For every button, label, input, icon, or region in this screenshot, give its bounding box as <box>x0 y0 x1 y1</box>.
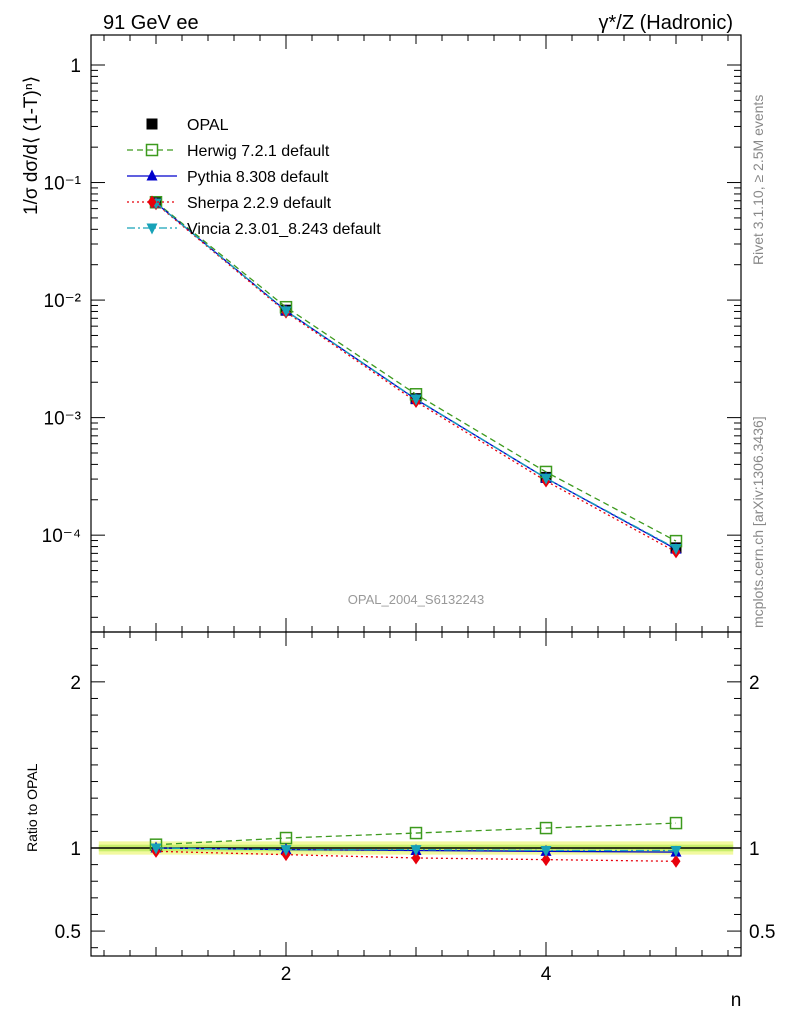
series-line-herwig <box>155 201 677 542</box>
main-ytick-label: 10⁻² <box>44 291 82 312</box>
ratio-frame <box>90 631 742 957</box>
axes-frame: 1 10⁻¹ 10⁻² 10⁻³ 10⁻⁴ 2 4 2 2 1 1 0.5 0.5 <box>42 34 775 985</box>
legend-label-vincia: Vincia 2.3.01_8.243 default <box>187 221 381 238</box>
watermark-label: OPAL_2004_S6132243 <box>348 592 484 607</box>
point-vincia <box>670 544 682 556</box>
x-tick-label: 4 <box>541 964 552 985</box>
rivet-version-label: Rivet 3.1.10, ≥ 2.5M events <box>750 95 766 265</box>
x-axis-label: n <box>731 990 742 1011</box>
ratio-point-vincia <box>540 845 552 857</box>
legend-marker-opal <box>146 118 158 130</box>
ratio-point-sherpa <box>541 853 551 867</box>
main-ytick-label: 10⁻⁴ <box>42 526 81 547</box>
ratio-point-herwig <box>539 821 553 835</box>
point-vincia <box>280 306 292 318</box>
header-left-label: 91 GeV ee <box>103 12 199 34</box>
legend-label-pythia: Pythia 8.308 default <box>187 169 329 186</box>
legend-label-sherpa: Sherpa 2.2.9 default <box>187 195 332 212</box>
x-tick-label: 2 <box>281 964 292 985</box>
ratio-ytick-label: 1 <box>70 839 81 860</box>
ratio-ytick-label: 0.5 <box>55 922 81 943</box>
legend-label-opal: OPAL <box>187 117 229 134</box>
ratio-point-herwig <box>409 826 423 840</box>
ratio-ylabel: Ratio to OPAL <box>24 763 40 852</box>
ratio-ytick-label-right: 0.5 <box>749 922 775 943</box>
ratio-ytick-label: 2 <box>70 673 81 694</box>
ratio-point-vincia <box>280 845 292 857</box>
legend-marker-pythia <box>146 169 158 181</box>
ratio-point-vincia <box>410 845 422 857</box>
legend-marker-sherpa <box>147 195 157 209</box>
series-layer <box>91 195 741 868</box>
point-vincia <box>410 394 422 406</box>
main-ytick-label: 10⁻³ <box>44 409 82 430</box>
header-right-label: γ*/Z (Hadronic) <box>599 12 733 34</box>
legend-marker-vincia <box>146 223 158 235</box>
ratio-line-herwig <box>155 822 677 846</box>
ratio-ytick-label-right: 2 <box>749 673 760 694</box>
legend-marker-herwig <box>145 143 159 157</box>
ratio-point-sherpa <box>671 854 681 868</box>
main-ytick-label: 10⁻¹ <box>44 174 82 195</box>
ratio-ytick-label-right: 1 <box>749 839 760 860</box>
main-ytick-label: 1 <box>70 56 81 77</box>
main-ylabel: 1/σ dσ/d⟨ (1-T)ⁿ⟩ <box>21 76 42 215</box>
ratio-point-sherpa <box>411 851 421 865</box>
ratio-point-vincia <box>670 845 682 857</box>
mcplots-label: mcplots.cern.ch [arXiv:1306.3436] <box>750 416 766 628</box>
series-line-vincia <box>155 202 677 550</box>
legend: OPAL Herwig 7.2.1 default Pythia 8.308 def… <box>127 117 381 238</box>
series-line-pythia <box>155 202 677 550</box>
legend-label-herwig: Herwig 7.2.1 default <box>187 143 330 160</box>
point-vincia <box>540 473 552 485</box>
ratio-point-herwig <box>669 816 683 830</box>
ratio-point-vincia <box>150 843 162 855</box>
